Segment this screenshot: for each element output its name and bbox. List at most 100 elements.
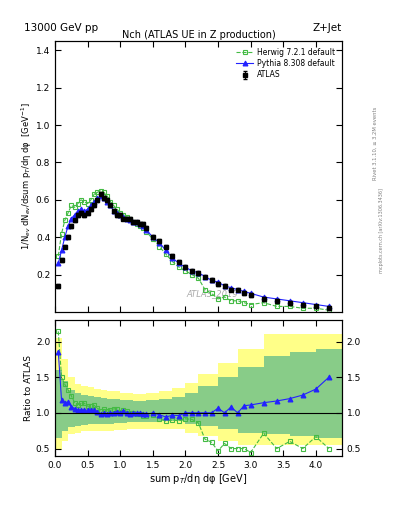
Pythia 8.308 default: [88, 202, 93, 208]
Herwig 7.2.1 default: [115, 206, 119, 212]
Herwig 7.2.1 default: [75, 201, 80, 207]
Pythia 8.308 default: [92, 199, 97, 205]
Pythia 8.308 default: [59, 247, 64, 253]
Herwig 7.2.1 default: [56, 253, 61, 259]
Herwig 7.2.1 default: [235, 298, 240, 304]
Herwig 7.2.1 default: [62, 218, 67, 224]
Text: 13000 GeV pp: 13000 GeV pp: [24, 23, 98, 33]
Pythia 8.308 default: [118, 212, 123, 218]
Herwig 7.2.1 default: [82, 199, 87, 205]
Herwig 7.2.1 default: [105, 193, 110, 199]
Herwig 7.2.1 default: [196, 275, 201, 282]
Herwig 7.2.1 default: [141, 225, 145, 231]
Pythia 8.308 default: [216, 279, 220, 285]
Herwig 7.2.1 default: [314, 305, 318, 311]
Herwig 7.2.1 default: [157, 244, 162, 250]
Herwig 7.2.1 default: [163, 251, 168, 257]
Pythia 8.308 default: [157, 240, 162, 246]
Herwig 7.2.1 default: [125, 214, 129, 220]
Herwig 7.2.1 default: [66, 210, 70, 216]
Pythia 8.308 default: [72, 212, 77, 218]
Pythia 8.308 default: [327, 303, 331, 309]
Herwig 7.2.1 default: [209, 290, 214, 296]
Pythia 8.308 default: [105, 199, 110, 205]
Pythia 8.308 default: [101, 195, 106, 201]
Herwig 7.2.1 default: [98, 187, 103, 194]
Pythia 8.308 default: [66, 223, 70, 229]
Pythia 8.308 default: [115, 210, 119, 216]
Pythia 8.308 default: [222, 283, 227, 289]
Pythia 8.308 default: [111, 208, 116, 214]
Pythia 8.308 default: [95, 195, 100, 201]
Pythia 8.308 default: [75, 208, 80, 214]
Herwig 7.2.1 default: [183, 268, 188, 274]
Herwig 7.2.1 default: [69, 202, 73, 208]
Herwig 7.2.1 default: [59, 230, 64, 237]
Herwig 7.2.1 default: [274, 303, 279, 309]
Pythia 8.308 default: [229, 285, 233, 291]
Herwig 7.2.1 default: [92, 191, 97, 197]
Pythia 8.308 default: [79, 206, 83, 212]
Herwig 7.2.1 default: [79, 197, 83, 203]
Herwig 7.2.1 default: [88, 197, 93, 203]
Pythia 8.308 default: [151, 234, 155, 240]
Herwig 7.2.1 default: [72, 204, 77, 210]
Herwig 7.2.1 default: [144, 228, 149, 234]
Pythia 8.308 default: [128, 218, 132, 224]
Herwig 7.2.1 default: [131, 219, 136, 225]
Herwig 7.2.1 default: [242, 300, 246, 306]
Herwig 7.2.1 default: [121, 212, 126, 218]
Title: Nch (ATLAS UE in Z production): Nch (ATLAS UE in Z production): [121, 30, 275, 40]
Herwig 7.2.1 default: [216, 296, 220, 302]
Herwig 7.2.1 default: [108, 199, 113, 205]
Herwig 7.2.1 default: [229, 298, 233, 304]
Pythia 8.308 default: [108, 202, 113, 208]
Pythia 8.308 default: [189, 268, 194, 274]
Pythia 8.308 default: [131, 219, 136, 225]
Pythia 8.308 default: [170, 255, 175, 261]
Herwig 7.2.1 default: [248, 302, 253, 308]
Pythia 8.308 default: [274, 296, 279, 302]
Line: Herwig 7.2.1 default: Herwig 7.2.1 default: [56, 188, 331, 313]
Pythia 8.308 default: [125, 216, 129, 222]
Pythia 8.308 default: [69, 216, 73, 222]
Pythia 8.308 default: [261, 294, 266, 300]
Pythia 8.308 default: [121, 214, 126, 220]
Y-axis label: 1/N$_{ev}$ dN$_{ev}$/dsum p$_{T}$/dη dφ  [GeV$^{-1}$]: 1/N$_{ev}$ dN$_{ev}$/dsum p$_{T}$/dη dφ …: [20, 102, 35, 250]
Text: ATLAS_2019: ATLAS_2019: [187, 289, 239, 298]
Herwig 7.2.1 default: [170, 259, 175, 265]
Pythia 8.308 default: [85, 206, 90, 212]
Pythia 8.308 default: [141, 223, 145, 229]
Herwig 7.2.1 default: [101, 189, 106, 196]
Pythia 8.308 default: [134, 219, 139, 225]
Text: mcplots.cern.ch [arXiv:1306.3436]: mcplots.cern.ch [arXiv:1306.3436]: [380, 188, 384, 273]
Pythia 8.308 default: [300, 300, 305, 306]
Pythia 8.308 default: [56, 260, 61, 266]
Pythia 8.308 default: [196, 270, 201, 276]
Herwig 7.2.1 default: [85, 201, 90, 207]
Pythia 8.308 default: [248, 290, 253, 296]
X-axis label: sum p$_{T}$/dη dφ [GeV]: sum p$_{T}$/dη dφ [GeV]: [149, 472, 248, 486]
Pythia 8.308 default: [163, 247, 168, 253]
Pythia 8.308 default: [98, 193, 103, 199]
Y-axis label: Ratio to ATLAS: Ratio to ATLAS: [24, 355, 33, 421]
Pythia 8.308 default: [183, 264, 188, 270]
Pythia 8.308 default: [287, 298, 292, 304]
Pythia 8.308 default: [176, 260, 181, 266]
Pythia 8.308 default: [82, 208, 87, 214]
Herwig 7.2.1 default: [287, 303, 292, 309]
Pythia 8.308 default: [138, 221, 142, 227]
Pythia 8.308 default: [314, 302, 318, 308]
Herwig 7.2.1 default: [111, 202, 116, 208]
Text: Rivet 3.1.10, ≥ 3.2M events: Rivet 3.1.10, ≥ 3.2M events: [373, 106, 378, 180]
Text: Z+Jet: Z+Jet: [313, 23, 342, 33]
Herwig 7.2.1 default: [138, 223, 142, 229]
Pythia 8.308 default: [235, 287, 240, 293]
Pythia 8.308 default: [144, 227, 149, 233]
Pythia 8.308 default: [203, 273, 208, 280]
Line: Pythia 8.308 default: Pythia 8.308 default: [56, 194, 331, 309]
Herwig 7.2.1 default: [300, 305, 305, 311]
Herwig 7.2.1 default: [118, 210, 123, 216]
Pythia 8.308 default: [209, 277, 214, 283]
Pythia 8.308 default: [62, 234, 67, 240]
